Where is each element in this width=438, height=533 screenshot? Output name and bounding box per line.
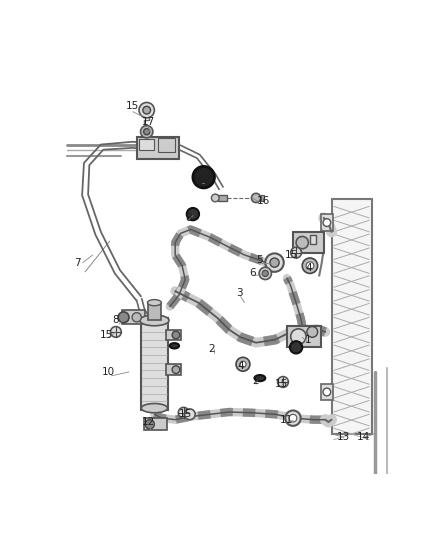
Ellipse shape [254, 375, 265, 381]
Text: 15: 15 [285, 250, 298, 260]
Bar [141, 318, 168, 410]
Bar [218, 195, 227, 201]
Text: 2: 2 [253, 376, 259, 386]
Circle shape [323, 219, 331, 227]
Bar [321, 384, 333, 400]
Circle shape [240, 361, 246, 367]
Text: 15: 15 [179, 409, 192, 419]
Text: 3: 3 [236, 288, 242, 298]
Circle shape [144, 128, 150, 135]
Circle shape [187, 208, 199, 220]
Circle shape [145, 419, 155, 429]
Text: 13: 13 [337, 432, 350, 442]
Circle shape [141, 126, 153, 138]
Text: 14: 14 [357, 432, 371, 442]
Bar [144, 418, 167, 431]
Bar [122, 310, 145, 324]
Circle shape [236, 357, 250, 371]
Text: 12: 12 [141, 417, 155, 427]
Bar [332, 199, 371, 433]
Text: 9: 9 [199, 173, 205, 183]
Bar [310, 235, 316, 244]
Bar [166, 329, 181, 341]
Bar [158, 138, 175, 152]
Bar [137, 137, 179, 159]
Ellipse shape [140, 315, 169, 326]
Bar [139, 140, 155, 150]
Circle shape [307, 327, 318, 337]
Text: 15: 15 [100, 330, 113, 340]
Text: 2: 2 [208, 344, 215, 354]
Circle shape [139, 102, 155, 118]
Bar [261, 195, 264, 201]
Circle shape [291, 329, 306, 344]
Bar [321, 214, 333, 231]
Circle shape [302, 258, 318, 273]
Text: 4: 4 [305, 263, 312, 273]
Circle shape [289, 414, 297, 422]
Text: 16: 16 [257, 196, 270, 206]
Circle shape [172, 331, 180, 339]
Circle shape [270, 258, 279, 267]
Circle shape [278, 377, 288, 387]
Circle shape [172, 366, 180, 374]
Bar [287, 326, 321, 348]
Text: 15: 15 [275, 378, 288, 389]
Bar [166, 364, 181, 375]
Circle shape [262, 270, 268, 277]
Text: 4: 4 [237, 361, 244, 371]
Circle shape [285, 410, 301, 426]
Circle shape [178, 407, 189, 418]
Circle shape [290, 341, 302, 353]
Circle shape [193, 166, 215, 188]
Circle shape [259, 267, 272, 280]
Circle shape [323, 388, 331, 396]
Text: 7: 7 [74, 257, 81, 268]
Circle shape [118, 312, 129, 322]
Circle shape [265, 253, 284, 272]
Bar [293, 232, 324, 253]
Circle shape [212, 194, 219, 202]
Text: 17: 17 [141, 117, 155, 127]
Bar [148, 303, 161, 320]
Circle shape [110, 327, 121, 337]
Text: 11: 11 [280, 415, 293, 425]
Ellipse shape [141, 403, 167, 413]
Circle shape [143, 106, 151, 114]
Circle shape [291, 247, 301, 258]
Circle shape [296, 237, 308, 249]
Text: 8: 8 [113, 316, 119, 325]
Text: 10: 10 [102, 367, 115, 377]
Circle shape [251, 193, 261, 203]
Ellipse shape [170, 343, 179, 349]
Text: 1: 1 [305, 335, 312, 345]
Text: 8: 8 [185, 213, 191, 223]
Text: 6: 6 [250, 269, 256, 278]
Circle shape [184, 409, 195, 419]
Ellipse shape [148, 300, 161, 306]
Text: 5: 5 [256, 255, 262, 265]
Text: 15: 15 [126, 101, 139, 111]
Circle shape [306, 262, 314, 270]
Circle shape [132, 313, 141, 322]
